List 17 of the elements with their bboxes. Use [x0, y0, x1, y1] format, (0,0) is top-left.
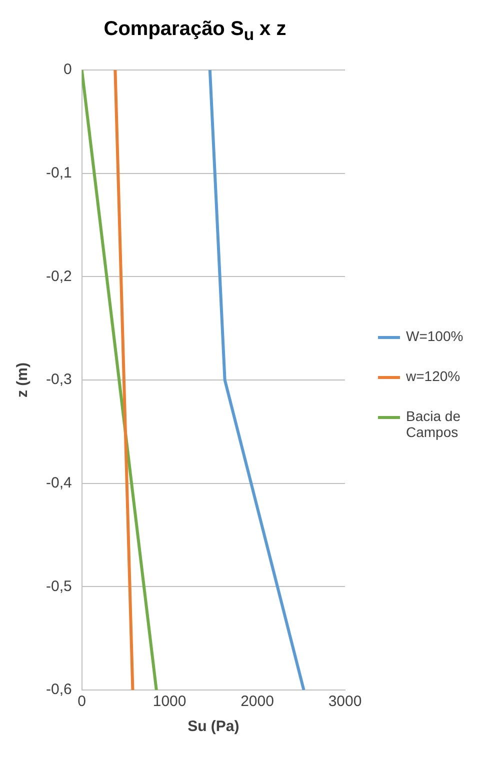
y-tick-label: -0,2 — [46, 268, 72, 285]
x-tick-label: 1000 — [152, 693, 186, 710]
chart-title: Comparação S$_{u}$ x z — [102, 18, 288, 45]
y-axis-title: z (m) — [14, 362, 32, 398]
y-tick-label: -0,6 — [46, 681, 72, 698]
legend-label: Bacia de Campos — [406, 408, 462, 440]
legend-label: W=100% — [406, 328, 464, 344]
y-tick-label: 0 — [64, 61, 72, 78]
y-tick-label: -0,5 — [46, 578, 72, 595]
y-tick-label: -0,1 — [46, 164, 72, 182]
x-tick-label: 2000 — [240, 693, 274, 710]
y-tick-label: -0,4 — [46, 474, 72, 492]
x-axis-title: Su (Pa) — [188, 718, 240, 736]
legend-label: w=120% — [406, 368, 460, 384]
x-tick-label: 3000 — [328, 693, 362, 710]
x-tick-label: 0 — [78, 693, 86, 710]
y-tick-label: -0,3 — [46, 371, 72, 388]
